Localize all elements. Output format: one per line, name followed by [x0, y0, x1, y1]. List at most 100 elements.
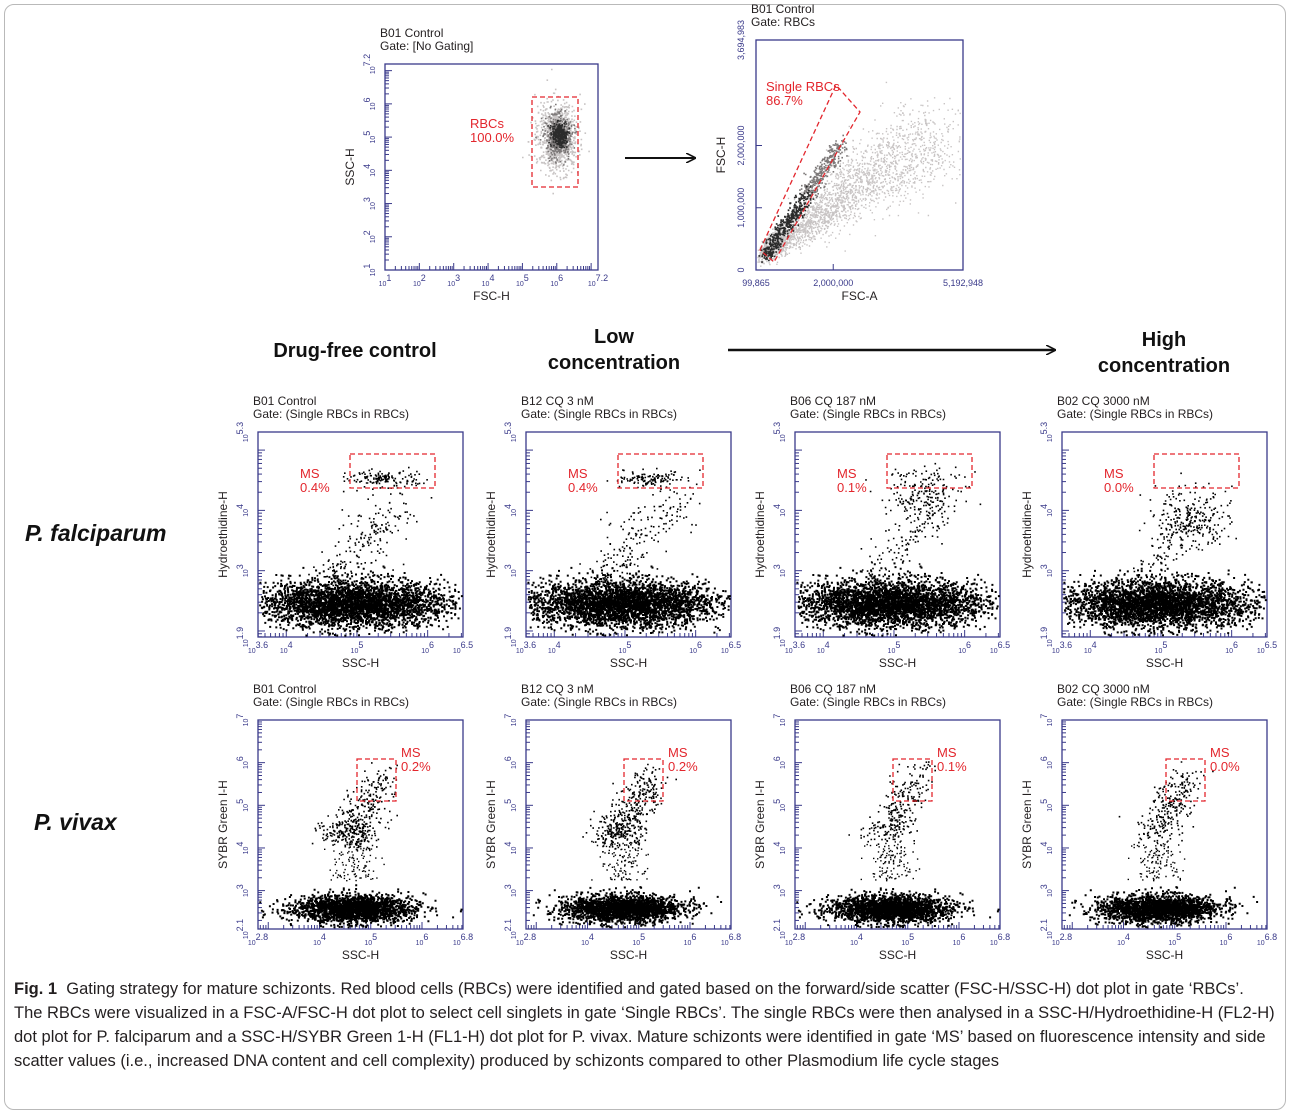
y-tick-label: 105.3 — [1039, 422, 1054, 442]
schizont-dots — [332, 762, 398, 852]
ms-gate-name: MS — [401, 745, 421, 760]
trophozoite-dots — [849, 484, 970, 599]
single-rbcs-gate-name: Single RBCs — [766, 79, 840, 94]
y-tick-label: 102.1 — [772, 919, 787, 939]
y-tick-label: 106 — [1039, 756, 1054, 769]
trophozoite-band — [848, 811, 911, 845]
x-tick-label: 106 — [689, 640, 702, 655]
rbcs-gate-name: RBCs — [470, 116, 504, 131]
x-tick-label: 106 — [958, 640, 971, 655]
y-tick-label: 107.2 — [362, 54, 377, 74]
x-axis-label: SSC-H — [1146, 948, 1183, 962]
x-tick-label: 106 — [684, 932, 697, 947]
caption-label: Fig. 1 — [14, 980, 58, 998]
y-axis-label: Hydroethidine-H — [1020, 491, 1034, 578]
x-tick-label: 106 — [953, 932, 966, 947]
y-tick-label: 106 — [772, 756, 787, 769]
y-tick-label: 101 — [362, 264, 377, 277]
ms-gate — [349, 453, 436, 489]
rbcs-gate-percent: 100.0% — [470, 130, 515, 145]
x-tick-label: 104 — [280, 640, 293, 655]
ms-gate-name: MS — [568, 466, 588, 481]
y-axis-label: Hydroethidine-H — [216, 491, 230, 578]
plot-frame — [384, 63, 599, 271]
y-tick-label: 105 — [1039, 799, 1054, 812]
y-tick-label: 103 — [503, 564, 518, 577]
y-axis-label: SYBR Green I-H — [216, 780, 230, 869]
y-tick-label: 104 — [503, 842, 518, 855]
y-tick-label: 102 — [362, 230, 377, 243]
dots-light — [757, 81, 961, 267]
y-tick-label: 104 — [1039, 842, 1054, 855]
ms-gate-dots — [342, 466, 428, 493]
ring-stage-core — [259, 579, 454, 626]
x-axis-label: SSC-H — [610, 948, 647, 962]
plot-subtitle: Gate: (Single RBCs in RBCs) — [521, 695, 677, 709]
y-tick-label: 103 — [772, 884, 787, 897]
caption-text: Gating strategy for mature schizonts. Re… — [14, 980, 1275, 1070]
plot-frame — [1061, 719, 1268, 930]
y-tick-label: 103 — [772, 564, 787, 577]
y-tick-label: 105 — [362, 131, 377, 144]
ms-gate — [356, 758, 397, 802]
x-axis-label: SSC-H — [342, 656, 379, 670]
species-label-vivax: P. vivax — [34, 809, 118, 835]
x-axis-label: SSC-H — [1146, 656, 1183, 670]
x-tick-label: 105 — [516, 273, 529, 288]
single-rbcs-gate-percent: 86.7% — [766, 93, 803, 108]
schizont-dots — [334, 480, 407, 566]
x-tick-label: 104 — [1084, 640, 1097, 655]
ms-gate — [1165, 758, 1206, 802]
y-tick-label: 107 — [1039, 714, 1054, 727]
y-tick-label: 105 — [235, 799, 250, 812]
x-tick-label: 106.8 — [453, 932, 473, 947]
x-tick-label: 103.6 — [248, 640, 268, 655]
species-label-falciparum: P. falciparum — [25, 520, 166, 546]
x-axis-label: SSC-H — [610, 656, 647, 670]
plot-title: B02 CQ 3000 nM — [1057, 394, 1150, 408]
y-tick-label: 101.9 — [1039, 627, 1054, 647]
trophozoite-dots — [308, 483, 433, 601]
y-axis-label: SSC-H — [343, 148, 357, 185]
heading-high-line1: High — [1142, 329, 1186, 351]
y-tick-label: 106 — [235, 756, 250, 769]
x-tick-label: 105 — [364, 932, 377, 947]
plot-subtitle: Gate: [No Gating] — [380, 39, 473, 53]
y-tick-label: 103 — [1039, 564, 1054, 577]
ms-gate — [623, 758, 664, 802]
ms-gate-percent: 0.1% — [837, 480, 867, 495]
plot-frame — [257, 719, 464, 930]
x-tick-label: 104 — [482, 273, 495, 288]
x-axis-label: SSC-H — [879, 948, 916, 962]
x-tick-label: 107.2 — [588, 273, 608, 288]
x-tick-label: 99,865 — [742, 278, 770, 288]
ms-gate-name: MS — [300, 466, 320, 481]
uninfected-population — [1068, 886, 1259, 929]
x-tick-label: 102 — [413, 273, 426, 288]
y-axis-label: SYBR Green I-H — [484, 780, 498, 869]
ms-gate-percent: 0.4% — [300, 480, 330, 495]
y-tick-label: 103 — [235, 884, 250, 897]
x-axis-label: SSC-H — [879, 656, 916, 670]
trophozoite-band — [582, 803, 648, 854]
plot-subtitle: Gate: (Single RBCs in RBCs) — [521, 407, 677, 421]
single-rbcs-gate — [759, 83, 861, 264]
schizont-dots — [602, 763, 677, 849]
ms-gate-name: MS — [837, 466, 857, 481]
x-tick-label: 106.8 — [721, 932, 741, 947]
y-tick-label: 105 — [503, 799, 518, 812]
ring-stage-core — [797, 579, 991, 632]
dots-dense — [758, 185, 815, 263]
y-tick-label: 104 — [772, 504, 787, 517]
x-tick-label: 2,000,000 — [813, 278, 853, 288]
plot-frame — [755, 39, 964, 271]
x-axis-label: SSC-H — [342, 948, 379, 962]
ms-gate — [617, 453, 704, 489]
y-tick-label: 102.1 — [1039, 919, 1054, 939]
ms-gate — [892, 758, 933, 802]
